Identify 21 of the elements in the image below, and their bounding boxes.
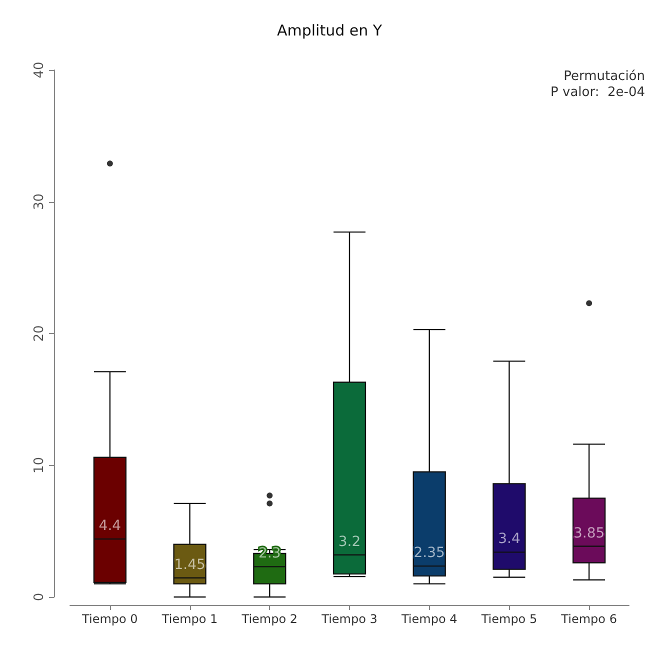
x-tick-label: Tiempo 2	[240, 612, 298, 626]
x-tick-label: Tiempo 6	[560, 612, 617, 626]
annotation: 3.4	[498, 531, 520, 548]
x-tick-label: Tiempo 3	[320, 612, 378, 626]
chart-title: Amplitud en Y	[276, 22, 383, 40]
x-tick-label: Tiempo 0	[81, 612, 138, 626]
x-tick-label: Tiempo 1	[160, 612, 218, 626]
annotation: 3.2	[338, 534, 361, 550]
y-tick-label: 20	[32, 325, 47, 342]
y-tick-label: 30	[32, 193, 47, 210]
x-tick-label: Tiempo 5	[480, 612, 538, 626]
x-tick-label: Tiempo 4	[400, 612, 458, 626]
y-tick-label: 0	[32, 592, 47, 602]
y-tick-label: 40	[32, 62, 47, 78]
annotation: P valor: 2e-04	[550, 85, 646, 100]
y-tick-label: 10	[32, 456, 47, 474]
annotation: 4.4	[98, 518, 122, 534]
annotation: 3.85	[573, 525, 605, 542]
annotation: Permutación	[564, 69, 646, 84]
annotation: 2.35	[414, 545, 445, 562]
annotation: 1.45	[174, 556, 206, 573]
